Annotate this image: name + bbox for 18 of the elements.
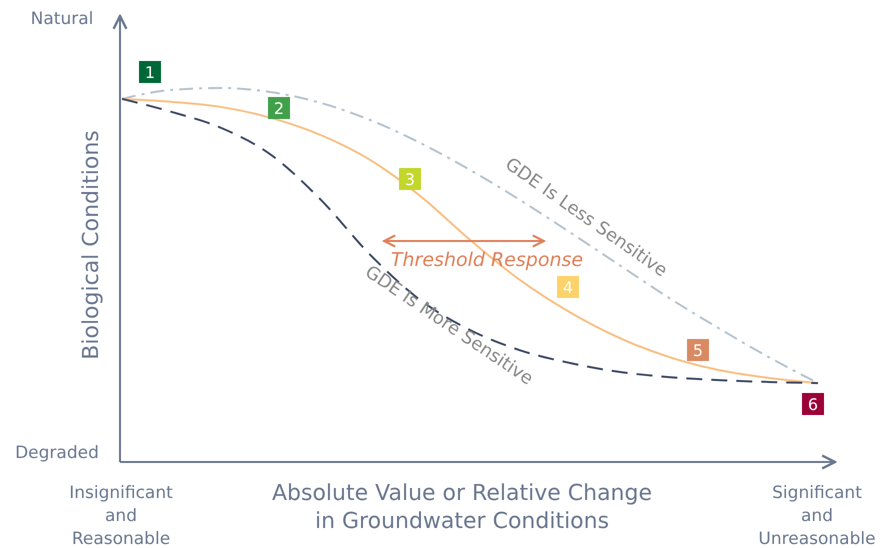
text: Natural [30,9,94,29]
annotation: 4 [562,278,574,297]
annotation: 2 [274,99,284,118]
annotation: 5 [692,341,704,360]
number-badge: 5 [687,339,709,361]
x-axis-title: Absolute Value or Relative Change in Groundwater Conditions [272,481,652,534]
number-badge: 3 [399,168,421,190]
annotation: 6 [808,395,818,414]
text: Insignificant and Reasonable [69,483,174,548]
annotation: 3 [404,170,416,189]
number-badge: 6 [802,393,824,415]
text: Significant and Unreasonable [758,483,876,548]
number-badge: 4 [557,276,579,298]
annotation: Threshold Response [390,249,584,271]
text: Degraded [15,443,99,463]
number-badge: 2 [268,97,290,119]
y-axis-title: Biological Conditions [79,130,104,360]
number-badge: 1 [139,61,161,83]
